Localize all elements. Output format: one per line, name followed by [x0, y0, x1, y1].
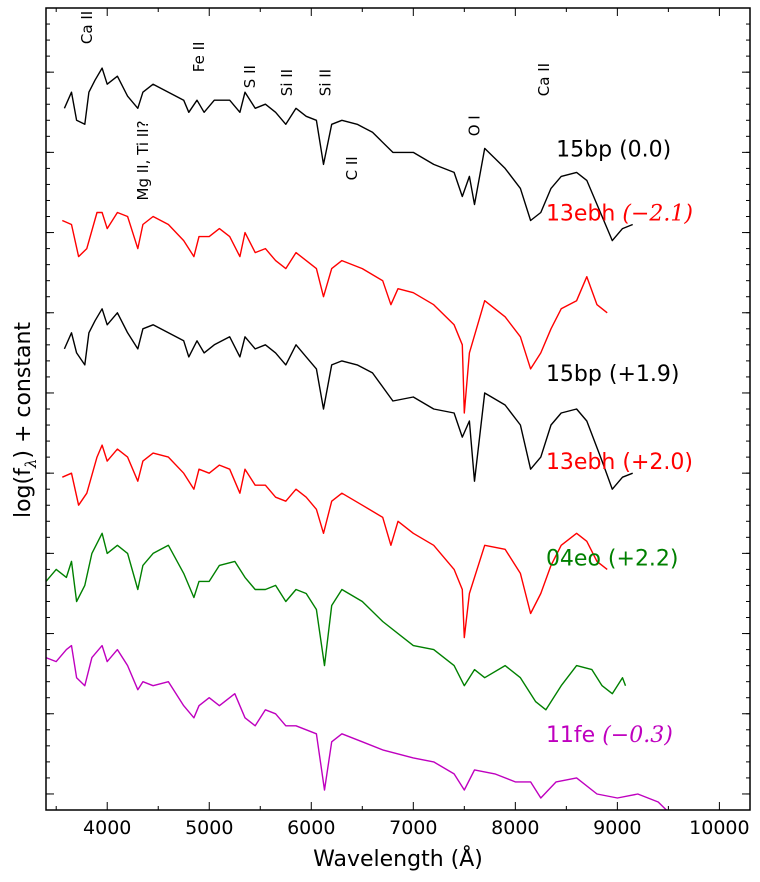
- series-line-13ebh-1: [62, 211, 608, 414]
- series-label-13ebh-1: 13ebh (−2.1): [546, 202, 693, 227]
- line-id-label-0: Ca II: [78, 11, 96, 44]
- line-id-label-2: S II: [241, 65, 259, 88]
- x-tick-label-4000: 4000: [83, 817, 131, 839]
- line-id-label-6: O I: [466, 115, 484, 136]
- series-layer: [46, 67, 668, 810]
- line-id-label-7: C II: [343, 156, 361, 180]
- line-id-label-1: Fe II: [190, 42, 208, 73]
- line-id-label-8: Mg II, Ti II?: [134, 120, 152, 200]
- line-id-label-4: Si II: [317, 69, 335, 96]
- line-id-label-5: Ca II: [535, 63, 553, 96]
- series-label-15bp-0: 15bp (0.0): [556, 137, 671, 162]
- series-label-13ebh-3: 13ebh (+2.0): [546, 450, 693, 475]
- y-axis-title-post: ) + constant: [11, 322, 36, 459]
- line-id-label-3: Si II: [278, 69, 296, 96]
- series-line-13ebh-3: [62, 444, 608, 639]
- x-tick-label-7000: 7000: [389, 817, 437, 839]
- line-identifications: Ca II Fe II S II Si II Si II Ca II O I C II Mg I…: [78, 11, 553, 201]
- plot-area: Ca II Fe II S II Si II Si II Ca II O I C II Mg I…: [45, 7, 751, 839]
- series-line-04eo-4: [46, 532, 627, 711]
- series-label-11fe-5: 11fe (−0.3): [546, 723, 673, 748]
- series-line-15bp-0: [63, 67, 633, 242]
- y-axis-title: log(fλ) + constant: [11, 322, 40, 518]
- x-tick-label-8000: 8000: [491, 817, 539, 839]
- x-tick-label-10000: 10000: [689, 817, 749, 839]
- series-line-11fe-5: [46, 644, 668, 810]
- x-tick-label-6000: 6000: [287, 817, 335, 839]
- series-labels: 15bp (0.0) 13ebh (−2.1) 15bp (+1.9) 13ebh (…: [546, 137, 693, 747]
- series-label-15bp-2: 15bp (+1.9): [546, 362, 680, 387]
- series-label-04eo-4: 04eo (+2.2): [546, 546, 679, 571]
- x-tick-label-9000: 9000: [593, 817, 641, 839]
- series-line-15bp-2: [63, 308, 633, 490]
- axis-ticks: 4000 5000 6000 7000 8000 9000 10000: [46, 7, 750, 839]
- x-tick-label-5000: 5000: [185, 817, 233, 839]
- x-axis-title: Wavelength (Å): [313, 845, 483, 872]
- y-axis-title-sub: λ: [22, 459, 40, 470]
- y-axis-title-pre: log(f: [11, 467, 36, 518]
